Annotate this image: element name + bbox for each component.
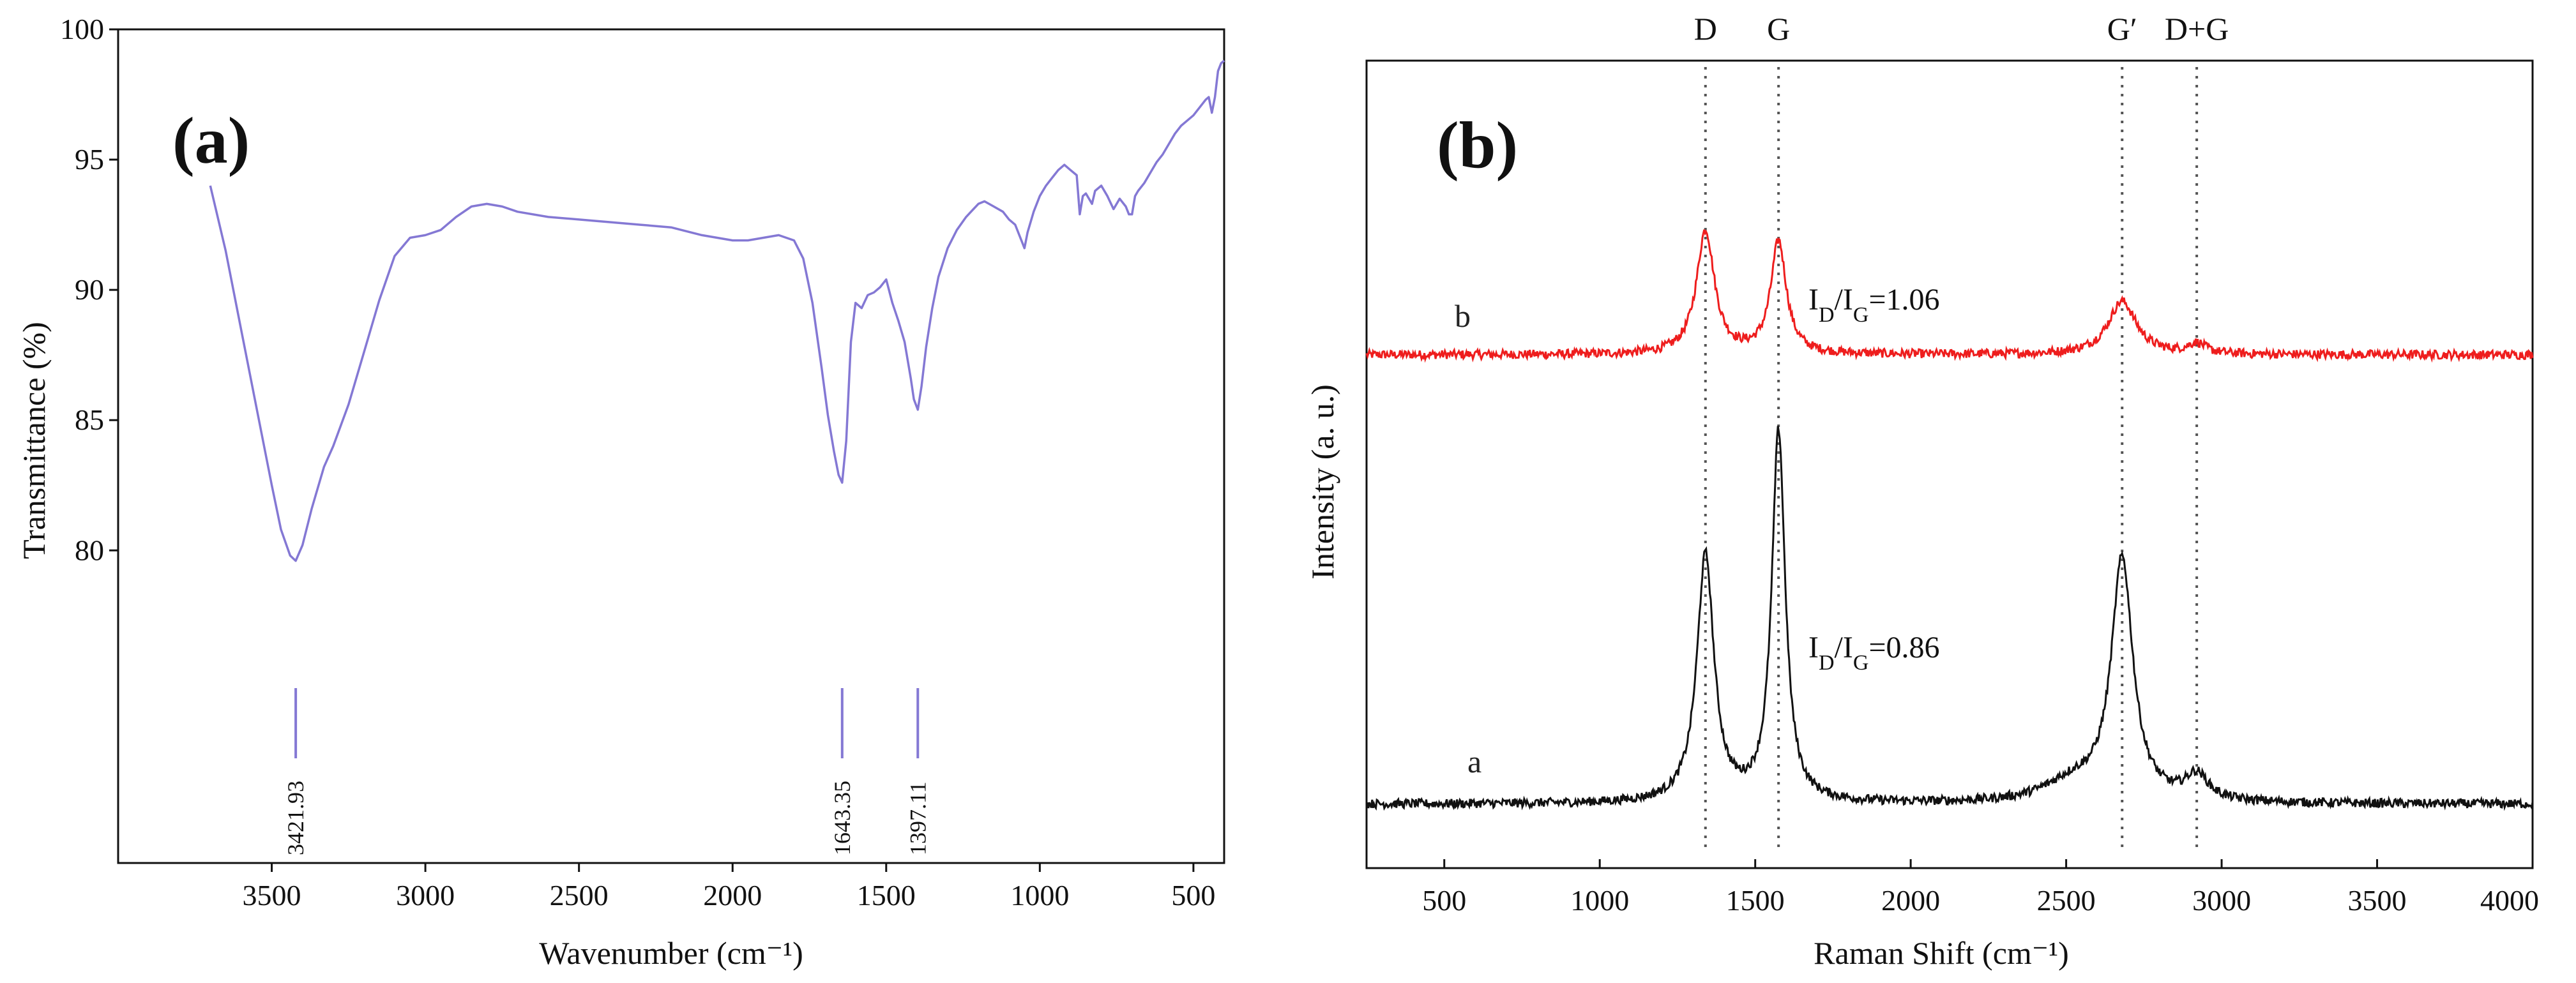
panel-b-x-tick-label: 2000 bbox=[1881, 884, 1940, 917]
ratio-a-prefix: I bbox=[1808, 631, 1819, 664]
panel-b-plot-frame bbox=[1365, 59, 2534, 869]
panel-a-y-tick-label: 80 bbox=[75, 534, 104, 566]
peak-label: 1643.35 bbox=[830, 781, 855, 855]
ftir-transmittance-line bbox=[209, 59, 1225, 562]
panel-a-x-tick-label: 1500 bbox=[857, 879, 916, 912]
panel-a-plot-frame bbox=[117, 28, 1225, 864]
panel-a-peak-markers: 3421.93 1643.35 1397.11 bbox=[283, 688, 930, 855]
panel-b-x-ticks: 500 1000 1500 2000 2500 3000 3500 4000 bbox=[1422, 859, 2539, 917]
panel-b-x-tick-label: 1500 bbox=[1726, 884, 1785, 917]
panel-b: 500 1000 1500 2000 2500 3000 3500 4000 D G G′ D+G … bbox=[1305, 11, 2539, 971]
panel-b-x-tick-label: 1000 bbox=[1570, 884, 1629, 917]
panel-b-y-axis-title: Intensity (a. u.) bbox=[1305, 384, 1340, 579]
ratio-a-mid: /I bbox=[1835, 631, 1853, 664]
panel-a-y-axis-title: Transmittance (%) bbox=[16, 322, 52, 559]
band-label: D+G bbox=[2165, 11, 2229, 47]
panel-b-x-tick-label: 3000 bbox=[2192, 884, 2251, 917]
panel-a-x-tick-label: 500 bbox=[1171, 879, 1215, 912]
band-label: G′ bbox=[2107, 11, 2137, 47]
panel-a-x-tick-label: 2000 bbox=[703, 879, 762, 912]
ratio-a-sub2: G bbox=[1853, 651, 1869, 675]
ratio-b-value: =1.06 bbox=[1868, 283, 1939, 317]
panel-a-y-tick-label: 85 bbox=[75, 403, 104, 436]
panel-b-band-guides: D G G′ D+G bbox=[1694, 11, 2229, 849]
ratio-b-sub2: G bbox=[1853, 303, 1869, 327]
panel-a-y-tick-label: 95 bbox=[75, 143, 104, 176]
ratio-label-b: ID/IG=1.06 bbox=[1808, 283, 1940, 327]
raman-series-b-line bbox=[1365, 229, 2534, 363]
panel-b-x-tick-label: 4000 bbox=[2480, 884, 2539, 917]
band-label: D bbox=[1694, 11, 1717, 47]
panel-a-x-ticks: 3500 3000 2500 2000 1500 1000 500 bbox=[243, 863, 1215, 912]
panel-a-x-tick-label: 3000 bbox=[396, 879, 455, 912]
ratio-a-sub1: D bbox=[1819, 651, 1835, 675]
ratio-b-mid: /I bbox=[1835, 283, 1853, 317]
panel-b-label: (b) bbox=[1437, 109, 1518, 182]
panel-a-x-tick-label: 1000 bbox=[1010, 879, 1069, 912]
panel-a-label: (a) bbox=[172, 104, 250, 177]
raman-series-a-line bbox=[1365, 426, 2534, 811]
panel-a-x-tick-label: 3500 bbox=[243, 879, 301, 912]
ratio-label-a: ID/IG=0.86 bbox=[1808, 631, 1940, 675]
panel-a-y-tick-label: 100 bbox=[60, 13, 104, 45]
panel-b-x-tick-label: 2500 bbox=[2037, 884, 2096, 917]
panel-b-x-tick-label: 500 bbox=[1422, 884, 1466, 917]
peak-label: 3421.93 bbox=[283, 781, 308, 855]
peak-label: 1397.11 bbox=[905, 781, 930, 855]
band-label: G bbox=[1767, 11, 1790, 47]
ratio-b-prefix: I bbox=[1808, 283, 1819, 317]
panel-a-y-ticks: 100 95 90 85 80 bbox=[60, 13, 118, 566]
panel-b-x-axis-title: Raman Shift (cm⁻¹) bbox=[1814, 935, 2069, 971]
ratio-a-value: =0.86 bbox=[1868, 631, 1939, 664]
series-b-label: b bbox=[1455, 298, 1471, 334]
panel-a-x-axis-title: Wavenumber (cm⁻¹) bbox=[539, 935, 803, 971]
series-a-label: a bbox=[1467, 744, 1481, 779]
panel-a-x-tick-label: 2500 bbox=[550, 879, 609, 912]
panel-b-x-tick-label: 3500 bbox=[2348, 884, 2407, 917]
ratio-b-sub1: D bbox=[1819, 303, 1835, 327]
panel-a-y-tick-label: 90 bbox=[75, 273, 104, 306]
